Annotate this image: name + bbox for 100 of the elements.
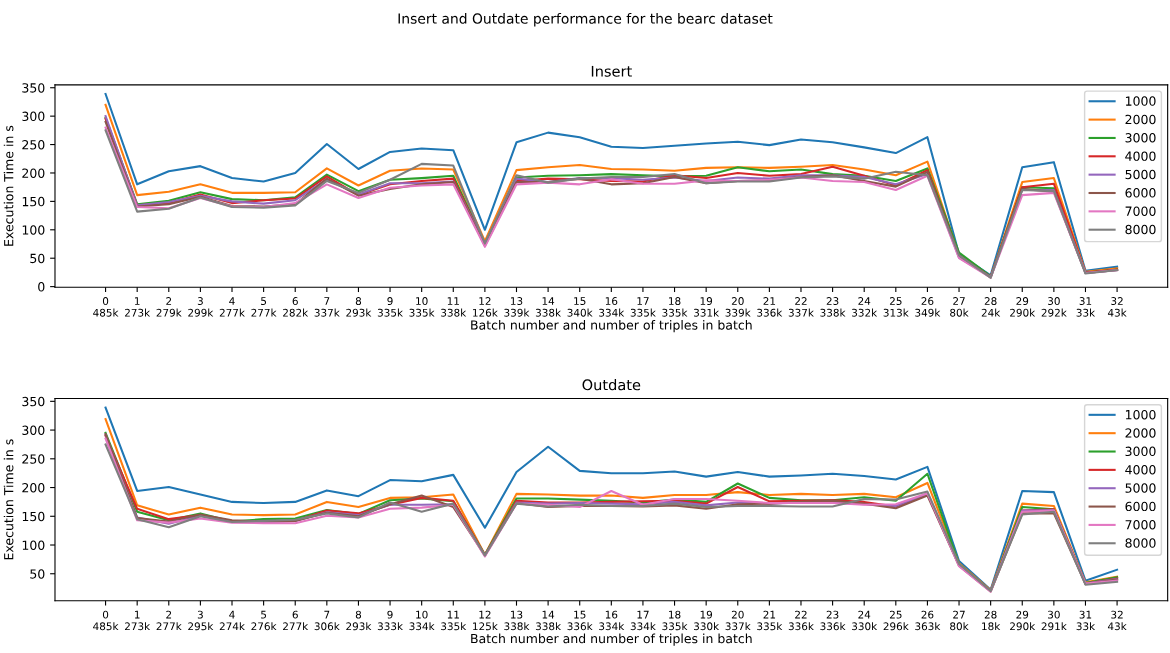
x-tick-label: 29 290k bbox=[1010, 297, 1036, 317]
legend-label: 3000 bbox=[1125, 133, 1156, 143]
y-tick-label: 100 bbox=[22, 540, 45, 550]
x-tick-label: 6 282k bbox=[283, 297, 309, 317]
x-tick-label: 19 330k bbox=[693, 610, 720, 631]
x-tick-label: 20 339k bbox=[725, 297, 751, 317]
x-tick-label: 4 274k bbox=[219, 610, 245, 631]
x-tick-label: 9 335k bbox=[377, 297, 403, 317]
x-tick-label: 6 277k bbox=[283, 610, 309, 631]
x-tick-label: 23 338k bbox=[820, 297, 846, 317]
legend-label: 5000 bbox=[1125, 169, 1156, 180]
x-tick-label: 28 24k bbox=[981, 297, 1001, 317]
x-tick-label: 32 43k bbox=[1107, 610, 1127, 631]
x-tick-label: 1 273k bbox=[124, 610, 151, 631]
x-tick-label: 12 126k bbox=[473, 297, 498, 317]
legend-label: 7000 bbox=[1125, 520, 1156, 530]
y-tick-label: 250 bbox=[22, 140, 45, 150]
x-tick-label: 14 338k bbox=[535, 297, 562, 317]
legend-label: 1000 bbox=[1125, 96, 1156, 106]
y-axis-title: Execution Time in s bbox=[3, 125, 14, 246]
x-tick-label: 15 336k bbox=[567, 610, 593, 631]
y-axis-title: Execution Time in s bbox=[3, 439, 14, 560]
x-tick-label: 19 331k bbox=[693, 297, 720, 317]
legend-label: 2000 bbox=[1125, 114, 1156, 125]
x-tick-label: 16 334k bbox=[599, 297, 625, 317]
x-tick-label: 10 334k bbox=[409, 610, 435, 631]
x-tick-label: 24 330k bbox=[852, 610, 878, 631]
x-tick-label: 14 338k bbox=[535, 610, 562, 631]
x-tick-label: 30 292k bbox=[1041, 297, 1067, 317]
legend-label: 3000 bbox=[1125, 446, 1156, 457]
y-tick-label: 350 bbox=[22, 396, 45, 407]
y-tick-label: 200 bbox=[22, 483, 45, 493]
x-tick-label: 27 80k bbox=[950, 610, 969, 631]
x-axis-title: Batch number and number of triples in batch bbox=[471, 320, 752, 333]
x-tick-label: 31 33k bbox=[1076, 610, 1096, 631]
y-tick-label: 300 bbox=[22, 111, 45, 122]
x-tick-label: 1 273k bbox=[124, 297, 151, 317]
text: Insert and Outdate performance for the bearc dataset bbox=[398, 13, 773, 27]
x-tick-label: 32 43k bbox=[1107, 297, 1127, 317]
x-tick-label: 10 335k bbox=[409, 297, 435, 317]
x-tick-label: 21 336k bbox=[757, 297, 783, 317]
x-tick-label: 8 293k bbox=[346, 610, 372, 631]
x-tick-label: 24 332k bbox=[852, 297, 878, 317]
chart-title: Insert bbox=[591, 65, 632, 77]
x-tick-label: 26 363k bbox=[915, 610, 941, 631]
x-tick-label: 27 80k bbox=[950, 297, 969, 317]
x-tick-label: 16 334k bbox=[599, 610, 625, 631]
y-tick-label: 250 bbox=[22, 454, 45, 464]
x-tick-label: 30 291k bbox=[1041, 610, 1067, 631]
chart-title: Outdate bbox=[582, 379, 641, 391]
legend-label: 2000 bbox=[1125, 428, 1156, 438]
y-tick-label: 0 bbox=[38, 282, 45, 292]
x-tick-label: 8 293k bbox=[346, 297, 372, 317]
legend-label: 8000 bbox=[1125, 224, 1156, 235]
x-tick-label: 20 337k bbox=[725, 610, 751, 631]
legend-label: 1000 bbox=[1125, 409, 1156, 420]
x-tick-label: 5 276k bbox=[251, 610, 277, 631]
y-tick-label: 100 bbox=[22, 225, 45, 235]
x-tick-label: 22 337k bbox=[788, 297, 814, 317]
x-tick-label: 23 336k bbox=[820, 610, 846, 631]
legend-label: 5000 bbox=[1125, 483, 1156, 493]
y-tick-label: 200 bbox=[22, 168, 45, 178]
x-tick-label: 28 18k bbox=[982, 610, 1001, 631]
x-tick-label: 21 335k bbox=[757, 610, 783, 631]
y-tick-label: 300 bbox=[22, 425, 45, 435]
x-tick-label: 26 349k bbox=[915, 297, 941, 317]
x-tick-label: 4 277k bbox=[219, 297, 245, 317]
x-tick-label: 17 335k bbox=[630, 297, 656, 317]
x-tick-label: 0 485k bbox=[93, 610, 119, 631]
legend-label: 7000 bbox=[1125, 206, 1156, 216]
x-tick-label: 18 335k bbox=[662, 297, 688, 317]
x-tick-label: 5 277k bbox=[251, 297, 277, 317]
legend-label: 6000 bbox=[1125, 188, 1156, 198]
x-tick-label: 2 279k bbox=[156, 297, 182, 317]
legend-label: 8000 bbox=[1125, 538, 1156, 548]
x-tick-label: 25 296k bbox=[883, 610, 909, 631]
x-tick-label: 2 277k bbox=[156, 610, 182, 631]
y-tick-label: 150 bbox=[22, 511, 45, 522]
y-tick-label: 350 bbox=[22, 83, 45, 93]
x-tick-label: 17 334k bbox=[630, 610, 656, 631]
x-tick-label: 13 338k bbox=[504, 610, 530, 631]
x-tick-label: 29 290k bbox=[1010, 610, 1036, 631]
legend-label: 4000 bbox=[1125, 464, 1156, 475]
legend-label: 6000 bbox=[1125, 501, 1156, 512]
x-tick-label: 7 306k bbox=[314, 610, 340, 631]
x-tick-label: 11 335k bbox=[441, 610, 467, 631]
y-tick-label: 50 bbox=[30, 253, 45, 264]
x-tick-label: 13 339k bbox=[504, 297, 530, 317]
x-tick-label: 25 313k bbox=[883, 297, 909, 317]
x-tick-label: 22 336k bbox=[788, 610, 814, 631]
x-tick-label: 3 299k bbox=[188, 297, 214, 317]
y-tick-label: 150 bbox=[22, 196, 45, 207]
y-tick-label: 50 bbox=[30, 569, 45, 579]
x-tick-label: 12 125k bbox=[473, 610, 498, 631]
x-tick-label: 7 337k bbox=[314, 297, 340, 317]
legend-label: 4000 bbox=[1125, 151, 1156, 161]
x-axis-title: Batch number and number of triples in batch bbox=[471, 633, 752, 646]
x-tick-label: 18 335k bbox=[662, 610, 688, 631]
x-tick-label: 15 340k bbox=[567, 297, 593, 317]
x-tick-label: 11 338k bbox=[441, 297, 467, 317]
